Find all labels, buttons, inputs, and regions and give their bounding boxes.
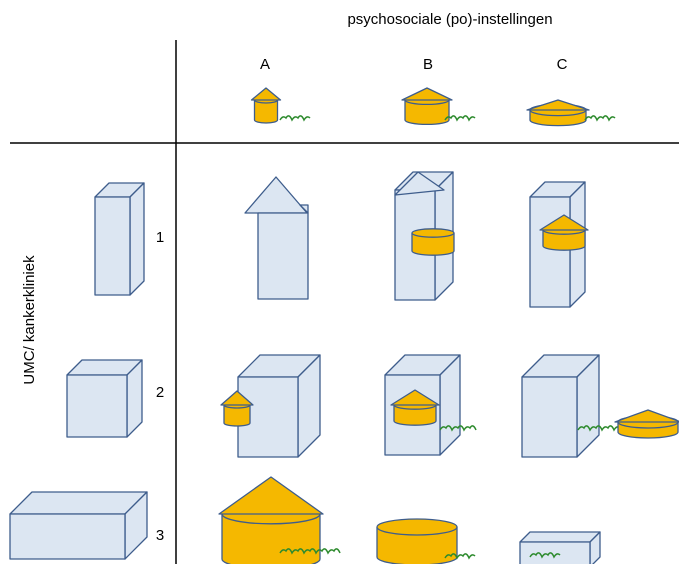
- row-label: 3: [156, 527, 164, 544]
- row-label: 1: [156, 229, 164, 246]
- box-front: [522, 377, 577, 457]
- box-front: [520, 542, 590, 564]
- silo-roof: [252, 88, 281, 100]
- silo-top: [412, 229, 454, 237]
- row-title: UMC/ kankerkliniek: [21, 255, 38, 385]
- house-body: [258, 213, 308, 299]
- box-front: [530, 197, 570, 307]
- grass: [280, 116, 310, 120]
- box-top: [520, 532, 600, 542]
- column-label: C: [557, 56, 568, 73]
- grass: [585, 116, 615, 120]
- box-front: [10, 514, 125, 559]
- silo-top: [377, 519, 457, 535]
- row-label: 2: [156, 384, 164, 401]
- box-side: [130, 183, 144, 295]
- column-title: psychosociale (po)-instellingen: [347, 11, 552, 28]
- box-top: [10, 492, 147, 514]
- house-roof: [245, 177, 307, 213]
- silo-roof: [219, 477, 323, 514]
- silo-roof: [527, 100, 589, 110]
- column-label: A: [260, 56, 270, 73]
- silo-roof: [402, 88, 452, 100]
- diagram: psychosociale (po)-instellingen A B C UM…: [0, 0, 679, 564]
- silo-roof: [615, 410, 679, 422]
- column-label: B: [423, 56, 433, 73]
- illustrations: [10, 88, 679, 564]
- box-front: [67, 375, 127, 437]
- box-front: [95, 197, 130, 295]
